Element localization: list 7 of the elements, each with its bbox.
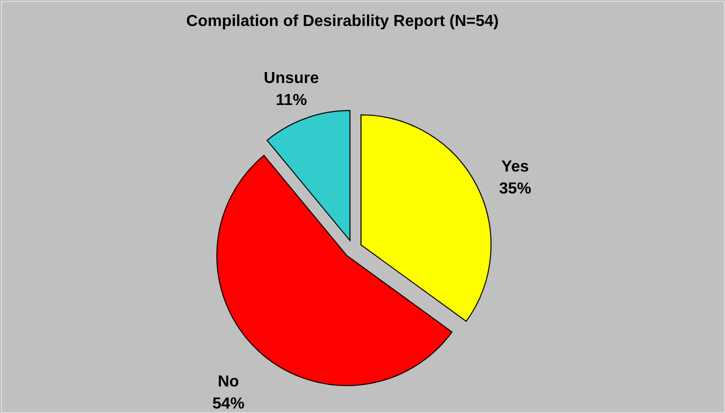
slice-label: Yes	[501, 158, 530, 176]
slice-label: Unsure	[264, 70, 320, 87]
data-label: 11%	[276, 92, 307, 109]
data-label: 54%	[212, 396, 244, 413]
slice-label: No	[218, 374, 240, 391]
chart-title: Compilation of Desirability Report (N=54)	[186, 13, 499, 30]
data-label: 35%	[499, 180, 532, 198]
